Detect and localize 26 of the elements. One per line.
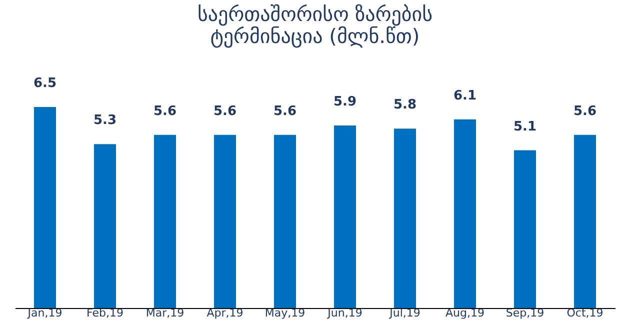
bar: [394, 128, 416, 308]
data-label: 5.6: [573, 104, 597, 119]
data-label: 6.1: [453, 88, 477, 104]
x-tick-label: Aug,19: [446, 306, 484, 320]
data-label: 5.8: [393, 98, 417, 113]
x-tick-label: Jan,19: [26, 306, 62, 320]
data-label: 6.5: [33, 76, 57, 91]
x-tick-label: Apr,19: [206, 306, 244, 320]
bar: [334, 126, 356, 308]
bar: [94, 144, 116, 308]
data-label: 5.3: [93, 113, 117, 128]
bar: [574, 134, 596, 308]
x-tick-label: Jun,19: [326, 306, 362, 320]
chart-title: საერთაშორისო ზარების ტერმინაცია (მლნ.წთ): [197, 2, 433, 48]
data-label: 5.9: [333, 94, 357, 110]
bar: [514, 150, 536, 308]
bar: [454, 119, 476, 308]
bar: [274, 134, 296, 308]
bar: [154, 134, 176, 308]
data-label: 5.6: [273, 104, 297, 119]
x-tick-label: May,19: [264, 306, 306, 320]
data-label: 5.1: [513, 119, 537, 134]
bar: [34, 107, 56, 308]
bar: [214, 134, 236, 308]
data-label: 5.6: [213, 104, 237, 119]
data-label: 5.6: [153, 104, 177, 119]
